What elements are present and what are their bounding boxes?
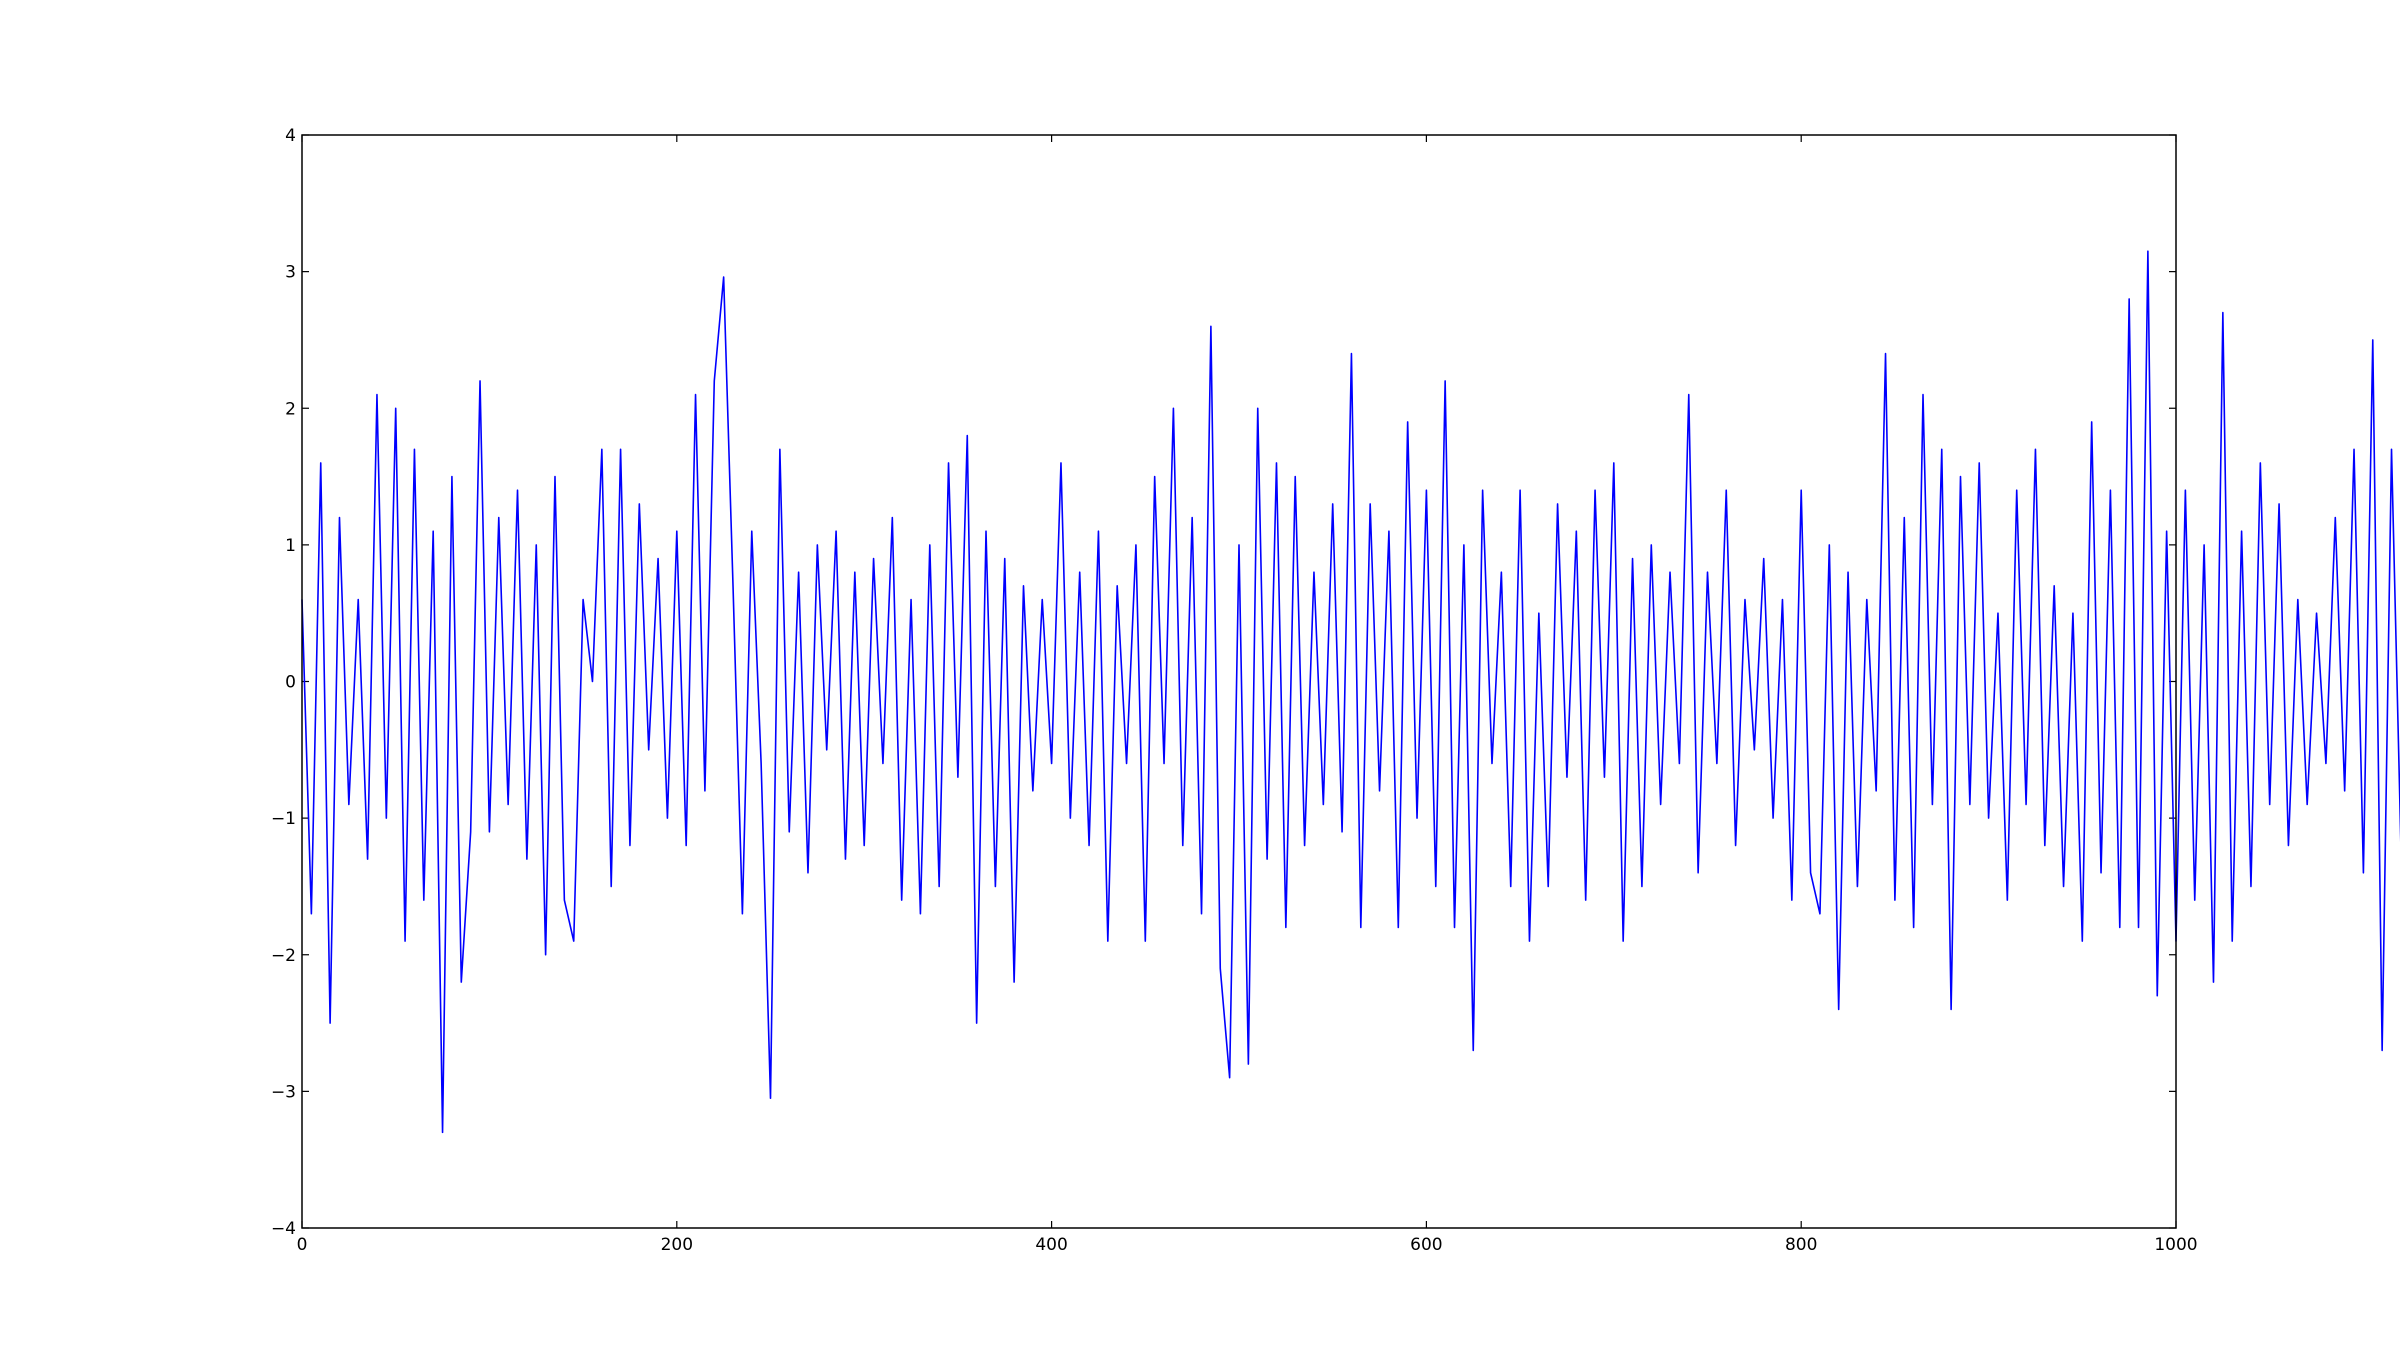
tick-label-layer: 0 200 400 600 800 1000 4 3 2 1 0 −1 −2 −…: [271, 126, 2198, 1255]
y-tick-label: −1: [271, 809, 296, 829]
y-tick-label: 2: [285, 399, 296, 419]
x-tick-label: 600: [1410, 1235, 1442, 1255]
x-tick-label: 200: [661, 1235, 693, 1255]
y-tick-label: −2: [271, 946, 296, 966]
y-tick-label: 1: [285, 536, 296, 556]
x-tick-label: 0: [297, 1235, 308, 1255]
x-tick-label: 1000: [2154, 1235, 2197, 1255]
y-tick-label: 3: [285, 263, 296, 283]
y-tick-label: 4: [285, 126, 296, 146]
series-layer: [301, 250, 2400, 1134]
x-tick-label: 400: [1035, 1235, 1067, 1255]
plot-frame: [301, 134, 2177, 1229]
y-tick-label: −4: [271, 1219, 296, 1239]
series-line-0: [301, 250, 2400, 1134]
y-tick-label: 0: [285, 673, 296, 693]
x-tick-label: 800: [1785, 1235, 1817, 1255]
y-tick-label: −3: [271, 1082, 296, 1102]
